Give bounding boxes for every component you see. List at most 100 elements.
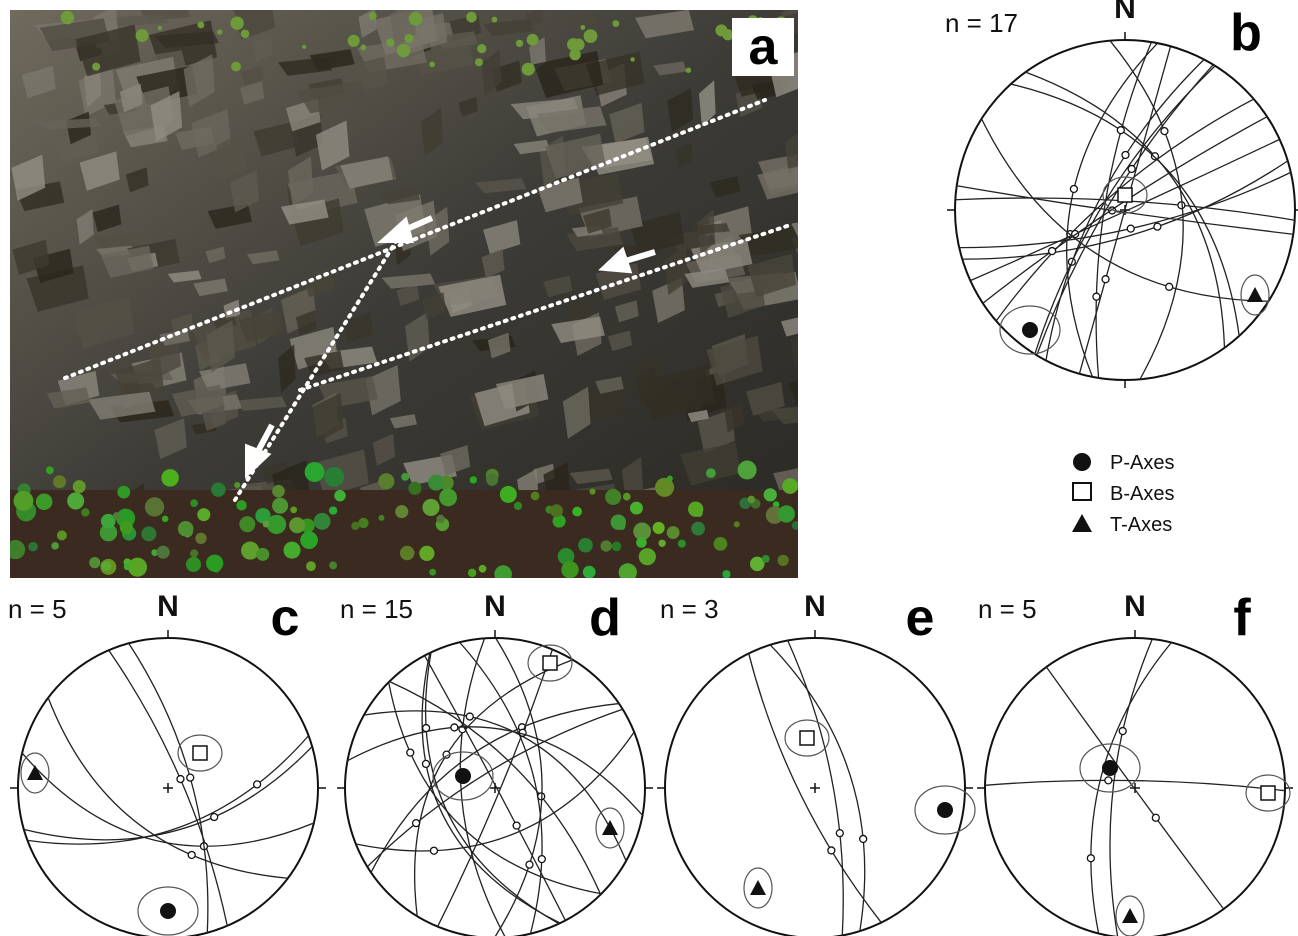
- slip-marker: [513, 822, 520, 829]
- vegetation: [241, 542, 259, 560]
- vegetation: [715, 24, 727, 36]
- vegetation: [572, 507, 582, 517]
- rock-block: [788, 372, 855, 412]
- vegetation: [612, 542, 622, 552]
- p-axis: [455, 768, 471, 784]
- vegetation: [611, 514, 626, 529]
- vegetation: [329, 506, 337, 514]
- vegetation: [401, 473, 409, 481]
- vegetation: [136, 29, 149, 42]
- vegetation: [734, 521, 740, 527]
- legend: P-Axes B-Axes T-Axes: [1072, 452, 1174, 536]
- vegetation: [550, 504, 563, 517]
- vegetation: [120, 521, 133, 534]
- figure: a P-Axes B-Axes T-Axes n = 17Nbn = 5Ncn …: [0, 0, 1298, 936]
- panel-label: e: [906, 589, 935, 647]
- vegetation: [762, 555, 770, 563]
- panel-label: c: [271, 589, 300, 647]
- b-axis: [800, 731, 814, 745]
- vegetation: [162, 516, 169, 523]
- vegetation: [395, 505, 408, 518]
- vegetation: [369, 12, 377, 20]
- vegetation: [436, 515, 444, 523]
- vegetation: [378, 515, 384, 521]
- vegetation: [190, 499, 198, 507]
- vegetation: [439, 488, 457, 506]
- slip-marker: [860, 835, 867, 842]
- count-label: n = 15: [340, 594, 413, 624]
- panel-label: a: [749, 18, 779, 76]
- vegetation: [479, 565, 487, 573]
- north-label: N: [484, 590, 506, 623]
- vegetation: [468, 569, 477, 578]
- vegetation: [161, 469, 179, 487]
- vegetation: [67, 492, 84, 509]
- slip-marker: [526, 861, 533, 868]
- vegetation: [428, 474, 444, 490]
- vegetation: [500, 486, 517, 503]
- vegetation: [748, 496, 756, 504]
- b-axis: [1261, 786, 1275, 800]
- count-label: n = 5: [978, 594, 1037, 624]
- vegetation: [57, 530, 67, 540]
- vegetation: [678, 540, 686, 548]
- vegetation: [6, 540, 25, 559]
- panel-label: d: [589, 589, 621, 647]
- vegetation: [561, 561, 578, 578]
- vegetation: [778, 505, 795, 522]
- slip-marker: [1127, 225, 1134, 232]
- vegetation: [141, 526, 156, 541]
- vegetation: [300, 531, 318, 549]
- vegetation: [422, 499, 439, 516]
- b-axis: [543, 656, 557, 670]
- vegetation: [231, 62, 241, 72]
- legend-label: T-Axes: [1110, 514, 1172, 536]
- vegetation: [569, 49, 580, 60]
- vegetation: [73, 480, 86, 493]
- slip-marker: [1049, 248, 1056, 255]
- great-circle: [1079, 46, 1170, 374]
- vegetation: [782, 478, 798, 494]
- vegetation: [408, 482, 421, 495]
- slip-marker: [836, 830, 843, 837]
- vegetation: [514, 502, 522, 510]
- vegetation: [195, 533, 206, 544]
- vegetation: [290, 506, 297, 513]
- vegetation: [206, 555, 223, 572]
- vegetation: [324, 467, 344, 487]
- vegetation: [630, 57, 635, 62]
- count-label: n = 3: [660, 594, 719, 624]
- p-axis: [1102, 760, 1118, 776]
- slip-marker: [1102, 276, 1109, 283]
- slip-marker: [1122, 151, 1129, 158]
- vegetation: [605, 489, 621, 505]
- stereonet: n = 5Nc: [8, 589, 326, 936]
- vegetation: [81, 508, 89, 516]
- vegetation: [738, 461, 757, 480]
- vegetation: [386, 38, 394, 46]
- vegetation: [46, 466, 54, 474]
- vegetation: [305, 462, 325, 482]
- b-axis: [193, 746, 207, 760]
- vegetation: [630, 502, 643, 515]
- slip-marker: [211, 814, 218, 821]
- slip-marker: [538, 856, 545, 863]
- slip-marker: [828, 847, 835, 854]
- vegetation: [639, 548, 656, 565]
- vegetation: [117, 486, 130, 499]
- vegetation: [706, 468, 716, 478]
- vegetation: [531, 491, 540, 500]
- t-axis: [1122, 908, 1138, 923]
- vegetation: [792, 521, 801, 530]
- outcrop-photo: [6, 0, 860, 583]
- slip-marker: [1117, 127, 1124, 134]
- vegetation: [404, 34, 413, 43]
- vegetation: [580, 25, 585, 30]
- north-label: N: [1124, 590, 1146, 623]
- vegetation: [397, 44, 410, 57]
- center-cross: [810, 783, 820, 793]
- slip-marker: [1105, 777, 1112, 784]
- vegetation: [158, 26, 162, 30]
- vegetation: [197, 21, 204, 28]
- vegetation: [658, 540, 665, 547]
